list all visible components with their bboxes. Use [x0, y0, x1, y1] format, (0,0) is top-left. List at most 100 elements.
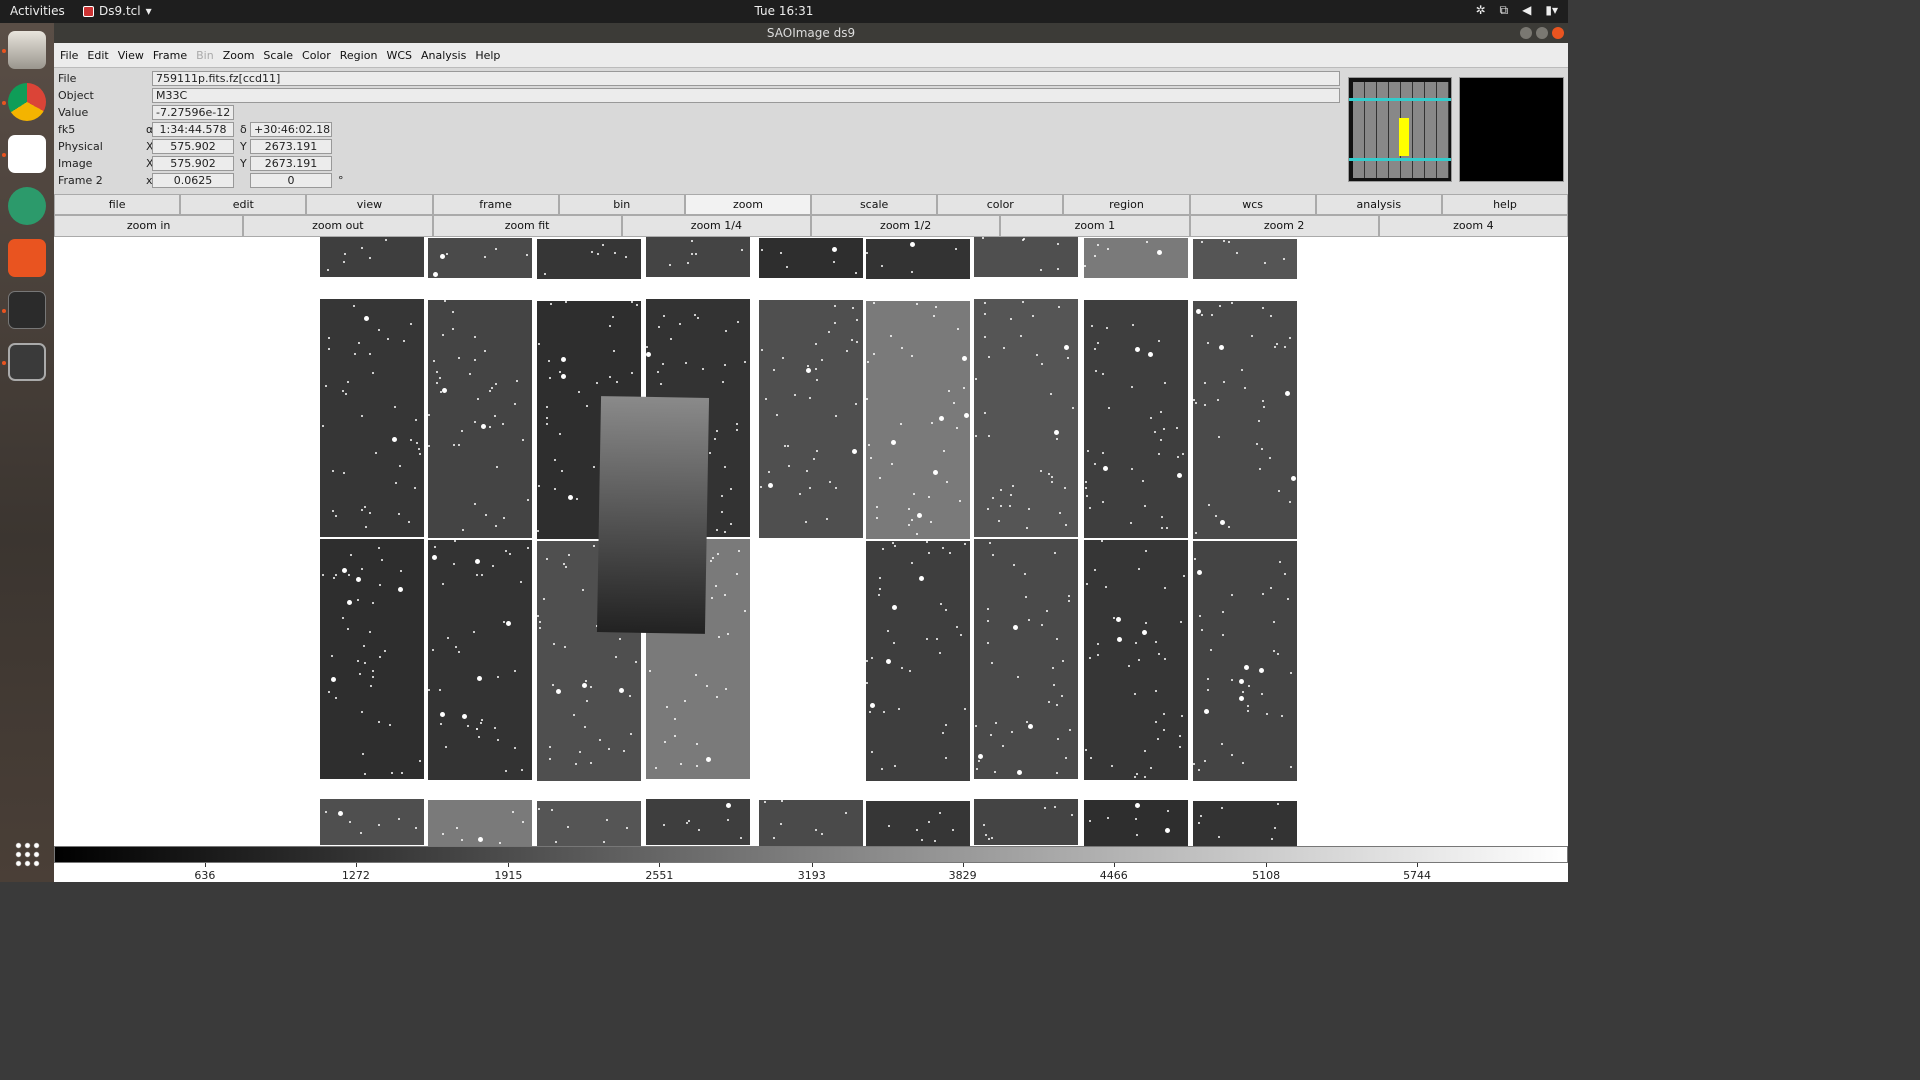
star — [730, 523, 732, 525]
ccd-chip — [537, 239, 641, 279]
star — [815, 368, 817, 370]
star — [474, 421, 476, 423]
button-wcs[interactable]: wcs — [1189, 194, 1316, 215]
menu-view[interactable]: View — [117, 48, 144, 62]
menu-wcs[interactable]: WCS — [386, 48, 412, 62]
star — [900, 423, 902, 425]
star — [998, 520, 1000, 522]
menu-help[interactable]: Help — [475, 48, 501, 62]
button-help[interactable]: help — [1441, 194, 1569, 215]
star — [660, 383, 662, 385]
zoom-2-button[interactable]: zoom 2 — [1189, 215, 1379, 237]
panner[interactable] — [1348, 77, 1452, 182]
star — [1181, 715, 1183, 717]
menu-color[interactable]: Color — [302, 48, 331, 62]
star — [931, 422, 933, 424]
zoom-fit-button[interactable]: zoom fit — [432, 215, 622, 237]
button-bin[interactable]: bin — [558, 194, 685, 215]
volume-icon[interactable]: ◀ — [1522, 3, 1532, 17]
system-tray[interactable]: ✲ ⧉ ◀ ▮▾ — [1475, 3, 1558, 18]
star — [489, 390, 491, 392]
star — [761, 349, 763, 351]
zoom-half-button[interactable]: zoom 1/2 — [811, 215, 1001, 237]
files-icon[interactable] — [8, 31, 46, 69]
star — [554, 488, 556, 490]
star — [688, 820, 690, 822]
ds9-dock-icon[interactable] — [8, 343, 46, 381]
star — [565, 566, 567, 568]
menu-file[interactable]: File — [60, 48, 79, 62]
star — [458, 651, 460, 653]
menu-edit[interactable]: Edit — [87, 48, 109, 62]
star — [1290, 672, 1292, 674]
star — [1207, 711, 1209, 713]
maximize-icon[interactable] — [1536, 27, 1548, 39]
star — [1241, 369, 1243, 371]
close-icon[interactable] — [1552, 27, 1564, 39]
terminal-icon[interactable] — [8, 291, 46, 329]
button-zoom[interactable]: zoom — [684, 194, 812, 215]
star — [736, 429, 738, 431]
star — [631, 372, 633, 374]
star — [1108, 407, 1110, 409]
star — [887, 630, 889, 632]
button-edit[interactable]: edit — [180, 194, 307, 215]
slack-icon[interactable] — [8, 135, 46, 173]
button-file[interactable]: file — [54, 194, 181, 215]
star — [327, 269, 329, 271]
colorbar[interactable] — [54, 846, 1568, 863]
star — [964, 413, 969, 418]
button-color[interactable]: color — [937, 194, 1064, 215]
button-scale[interactable]: scale — [811, 194, 938, 215]
network-icon[interactable]: ⧉ — [1499, 3, 1509, 17]
minimize-icon[interactable] — [1520, 27, 1532, 39]
battery-icon[interactable]: ▮▾ — [1545, 3, 1558, 17]
window-titlebar[interactable]: SAOImage ds9 — [54, 23, 1568, 43]
star — [806, 368, 811, 373]
zoom-quarter-button[interactable]: zoom 1/4 — [621, 215, 811, 237]
star — [476, 574, 478, 576]
button-region[interactable]: region — [1063, 194, 1190, 215]
star — [1177, 473, 1182, 478]
button-frame[interactable]: frame — [432, 194, 559, 215]
atom-icon[interactable] — [8, 187, 46, 225]
star — [1163, 713, 1165, 715]
button-view[interactable]: view — [306, 194, 433, 215]
star — [956, 626, 958, 628]
star — [780, 252, 782, 254]
star — [984, 336, 986, 338]
star — [992, 554, 994, 556]
app-store-icon[interactable] — [8, 239, 46, 277]
zoom-4-button[interactable]: zoom 4 — [1378, 215, 1568, 237]
menu-zoom[interactable]: Zoom — [222, 48, 255, 62]
clock[interactable]: Tue 16:31 — [754, 4, 814, 18]
star — [935, 306, 937, 308]
chrome-icon[interactable] — [8, 83, 46, 121]
star — [1116, 617, 1121, 622]
menu-frame[interactable]: Frame — [152, 48, 188, 62]
star — [1262, 307, 1264, 309]
image-canvas[interactable] — [54, 237, 1568, 847]
star — [870, 457, 872, 459]
app-menu[interactable]: Ds9.tcl ▾ — [83, 4, 152, 18]
star — [1207, 678, 1209, 680]
menu-scale[interactable]: Scale — [263, 48, 294, 62]
zoom-in-button[interactable]: zoom in — [54, 215, 244, 237]
star — [815, 829, 817, 831]
star — [816, 450, 818, 452]
menu-analysis[interactable]: Analysis — [420, 48, 467, 62]
star — [495, 248, 497, 250]
menu-region[interactable]: Region — [339, 48, 378, 62]
settings-icon[interactable]: ✲ — [1475, 3, 1486, 17]
physical-x-value: 575.902 — [152, 139, 234, 154]
zoom-1-button[interactable]: zoom 1 — [1000, 215, 1190, 237]
star — [625, 256, 627, 258]
activities-button[interactable]: Activities — [10, 4, 65, 18]
star — [491, 387, 493, 389]
app-grid-icon[interactable] — [14, 841, 40, 867]
colorbar-tick-label: 1272 — [341, 869, 370, 882]
star — [1279, 561, 1281, 563]
zoom-out-button[interactable]: zoom out — [243, 215, 433, 237]
star — [1270, 315, 1272, 317]
button-analysis[interactable]: analysis — [1315, 194, 1442, 215]
